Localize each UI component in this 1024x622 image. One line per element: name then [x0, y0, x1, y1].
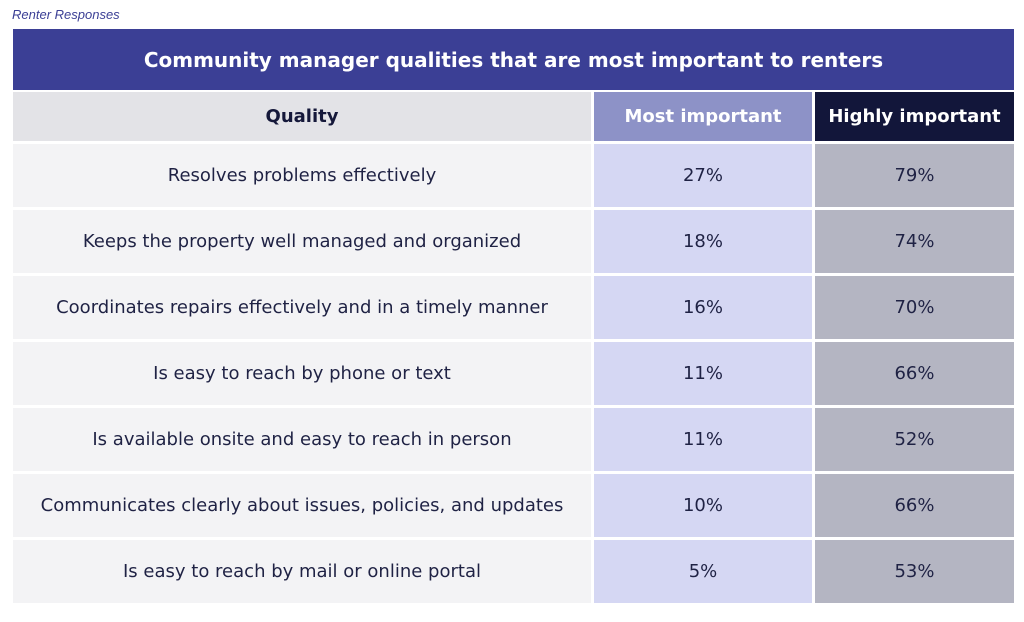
row-most-important-cell: 16% — [594, 276, 812, 339]
row-quality-cell: Keeps the property well managed and orga… — [13, 210, 591, 273]
column-header-quality: Quality — [13, 92, 591, 141]
table-title: Community manager qualities that are mos… — [13, 29, 1014, 90]
row-highly-important-cell: 53% — [815, 540, 1014, 603]
row-most-important-cell: 11% — [594, 342, 812, 405]
row-highly-important-cell: 70% — [815, 276, 1014, 339]
row-quality-cell: Coordinates repairs effectively and in a… — [13, 276, 591, 339]
row-quality-cell: Is available onsite and easy to reach in… — [13, 408, 591, 471]
column-header-most-important: Most important — [594, 92, 812, 141]
row-highly-important-cell: 79% — [815, 144, 1014, 207]
caption: Renter Responses — [12, 7, 120, 22]
row-most-important-cell: 11% — [594, 408, 812, 471]
row-highly-important-cell: 52% — [815, 408, 1014, 471]
data-table: Quality Most important Highly important … — [13, 92, 1014, 603]
column-header-highly-important: Highly important — [815, 92, 1014, 141]
row-most-important-cell: 18% — [594, 210, 812, 273]
row-quality-cell: Communicates clearly about issues, polic… — [13, 474, 591, 537]
row-most-important-cell: 5% — [594, 540, 812, 603]
row-quality-cell: Is easy to reach by phone or text — [13, 342, 591, 405]
row-highly-important-cell: 74% — [815, 210, 1014, 273]
row-quality-cell: Resolves problems effectively — [13, 144, 591, 207]
row-quality-cell: Is easy to reach by mail or online porta… — [13, 540, 591, 603]
row-most-important-cell: 27% — [594, 144, 812, 207]
row-highly-important-cell: 66% — [815, 474, 1014, 537]
row-most-important-cell: 10% — [594, 474, 812, 537]
row-highly-important-cell: 66% — [815, 342, 1014, 405]
